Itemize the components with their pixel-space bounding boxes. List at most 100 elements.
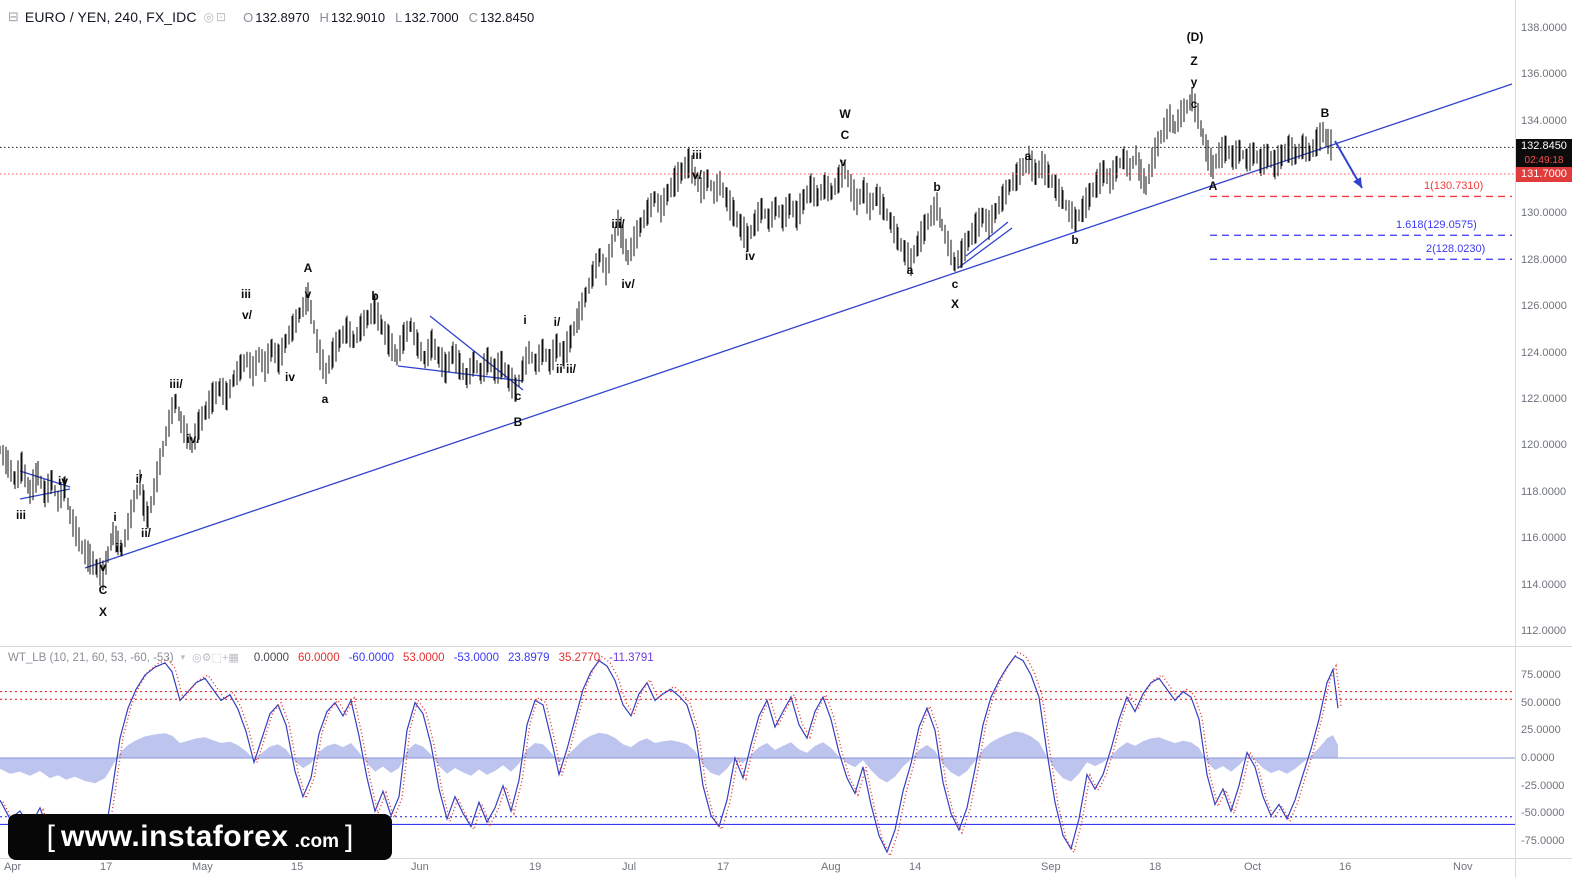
- bar-countdown-tag: 02:49:18: [1516, 154, 1572, 167]
- price-tick: 128.0000: [1521, 253, 1567, 266]
- ohlc-label: O: [243, 9, 254, 25]
- ohlc-label: H: [319, 9, 329, 25]
- indicator-tick: 75.0000: [1521, 668, 1561, 681]
- camera-icon[interactable]: ⊡: [216, 10, 227, 24]
- ohlc-h: H 132.9010: [319, 10, 385, 25]
- price-tick: 126.0000: [1521, 300, 1567, 313]
- indicator-tick: -25.0000: [1521, 779, 1565, 792]
- wave-label[interactable]: ii/: [140, 526, 152, 540]
- time-label: 16: [1339, 861, 1352, 873]
- wave-label[interactable]: b: [933, 180, 941, 194]
- wave-label[interactable]: i/: [135, 472, 143, 486]
- wave-label[interactable]: iv/: [621, 277, 635, 291]
- wave-label[interactable]: W: [839, 107, 851, 121]
- wave-label[interactable]: iii/: [169, 377, 183, 391]
- box-icon[interactable]: ⬚: [211, 652, 222, 664]
- wave-label[interactable]: B: [1320, 106, 1330, 120]
- wave-label[interactable]: iv: [744, 249, 756, 263]
- watermark-suffix: .com: [294, 831, 339, 852]
- price-tick: 130.0000: [1521, 207, 1567, 220]
- wave-label[interactable]: C: [98, 583, 108, 597]
- wave-label[interactable]: v/: [691, 168, 703, 182]
- watermark-text: www.instaforex: [61, 820, 289, 853]
- chart-menu-icon[interactable]: ⊟: [8, 9, 19, 24]
- wave-label[interactable]: C: [840, 128, 850, 142]
- wave-label[interactable]: X: [950, 297, 960, 311]
- indicator-tick: -75.0000: [1521, 835, 1565, 848]
- grid-icon[interactable]: ▦: [228, 652, 239, 664]
- ohlc-label: L: [395, 9, 403, 25]
- wave-label[interactable]: a: [321, 392, 329, 406]
- indicator-tick: 0.0000: [1521, 752, 1555, 764]
- wave-label[interactable]: a: [906, 263, 914, 277]
- price-tick: 114.0000: [1521, 578, 1567, 591]
- ohlc-label: C: [468, 9, 478, 25]
- wave-label[interactable]: (D): [1186, 30, 1204, 44]
- ohlc-value: 132.8450: [479, 9, 535, 25]
- time-label: 19: [529, 861, 542, 873]
- wave-label[interactable]: c: [514, 389, 522, 403]
- time-label: 17: [717, 861, 730, 873]
- gear-icon[interactable]: ⚙: [201, 652, 212, 664]
- instaforex-watermark: [ www.instaforex .com ]: [8, 814, 392, 860]
- alert-price-tag: 131.7000: [1516, 167, 1572, 182]
- wave-label[interactable]: v: [839, 155, 847, 169]
- wave-label[interactable]: y: [1190, 75, 1198, 89]
- wave-label[interactable]: iv: [57, 474, 69, 488]
- price-tick: 138.0000: [1521, 21, 1567, 34]
- price-tick: 122.0000: [1521, 393, 1567, 405]
- wave-label[interactable]: iii: [240, 287, 252, 301]
- indicator-values: 0.0000 60.0000 -60.0000 53.0000 -53.0000 23.8…: [254, 652, 654, 664]
- indicator-tick: -50.0000: [1521, 807, 1565, 820]
- price-tick: 124.0000: [1521, 346, 1567, 359]
- wave-label[interactable]: v/: [241, 308, 253, 322]
- wave-label[interactable]: iv/: [186, 432, 200, 446]
- wave-label[interactable]: ii ii/: [555, 362, 577, 376]
- wave-label[interactable]: iii: [691, 148, 703, 162]
- eye-icon[interactable]: ◎: [203, 10, 215, 24]
- wave-label[interactable]: iv: [284, 370, 296, 384]
- level-label[interactable]: 1.618(129.0575): [1396, 219, 1477, 232]
- time-label: May: [192, 861, 213, 873]
- ohlc-o: O 132.8970: [243, 10, 309, 25]
- indicator-value: -53.0000: [453, 651, 499, 664]
- wave-label[interactable]: b: [1071, 233, 1079, 247]
- indicator-value: 0.0000: [253, 651, 290, 664]
- plus-icon[interactable]: +: [221, 652, 229, 664]
- indicator-title[interactable]: WT_LB (10, 21, 60, 53, -60, -53): [8, 651, 174, 664]
- symbol-legend: ⊟ EURO / YEN, 240, FX_IDC ◎ ⊡ O 132.8970 H 1…: [8, 8, 534, 26]
- wave-label[interactable]: a: [1024, 149, 1032, 163]
- ohlc-values: O 132.8970 H 132.9010 L 132.7000 C 132.8450: [243, 10, 534, 25]
- time-label: 15: [291, 861, 304, 873]
- indicator-tick: 50.0000: [1521, 696, 1561, 709]
- time-label: Oct: [1244, 861, 1262, 873]
- wave-label[interactable]: iii/: [611, 217, 625, 231]
- eye-icon[interactable]: ◎: [192, 652, 202, 664]
- indicator-tick: 25.0000: [1521, 724, 1561, 737]
- indicator-legend: WT_LB (10, 21, 60, 53, -60, -53) ▾ ◎⚙⬚+▦…: [8, 651, 654, 665]
- wave-label[interactable]: X: [98, 605, 108, 619]
- indicator-value: 35.2770: [558, 651, 601, 664]
- level-label[interactable]: 1(130.7310): [1424, 180, 1484, 193]
- watermark-bracket-right: ]: [344, 820, 354, 853]
- wave-label[interactable]: Z: [1190, 54, 1198, 68]
- wave-label[interactable]: iii: [15, 508, 27, 522]
- wave-label[interactable]: i: [523, 313, 527, 327]
- wave-label[interactable]: B: [513, 415, 523, 429]
- symbol-title[interactable]: EURO / YEN, 240, FX_IDC: [24, 9, 197, 25]
- wave-label[interactable]: v: [99, 560, 107, 574]
- wave-label[interactable]: ii: [115, 541, 123, 555]
- wave-label[interactable]: A: [1208, 179, 1218, 193]
- wave-label[interactable]: c: [1190, 97, 1198, 111]
- wave-label[interactable]: i/: [553, 315, 561, 329]
- chevron-down-icon[interactable]: ▾: [180, 652, 186, 662]
- wave-label[interactable]: b: [371, 289, 379, 303]
- wave-label[interactable]: i: [113, 510, 117, 524]
- ohlc-c: C 132.8450: [469, 10, 535, 25]
- level-label[interactable]: 2(128.0230): [1426, 243, 1486, 256]
- wave-label[interactable]: v: [304, 287, 312, 301]
- wave-label[interactable]: c: [951, 277, 959, 291]
- wave-label[interactable]: A: [303, 261, 313, 275]
- time-label: Sep: [1041, 861, 1061, 873]
